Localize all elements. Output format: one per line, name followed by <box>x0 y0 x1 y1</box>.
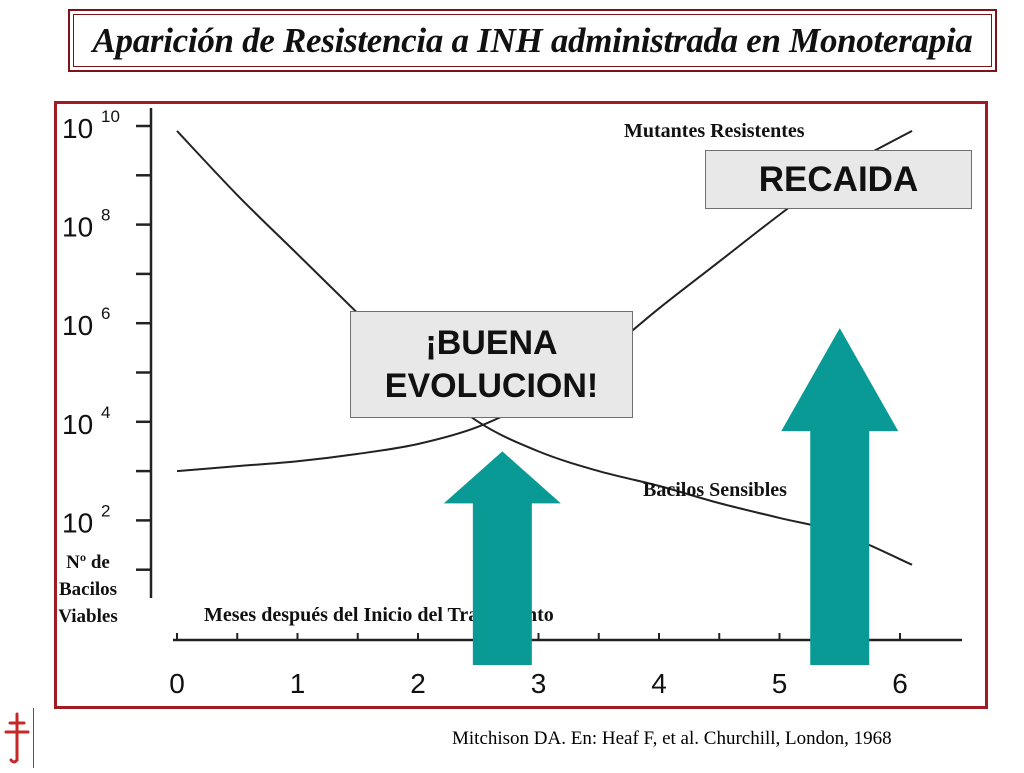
y-tick-label-exp-10: 10 <box>101 107 120 126</box>
y-tick-label-8: 10 <box>62 212 93 243</box>
x-tick-label-1: 1 <box>290 668 306 699</box>
logo-box <box>0 708 34 768</box>
x-tick-label-5: 5 <box>772 668 788 699</box>
buena-evolucion-line1: ¡BUENA <box>425 323 558 362</box>
y-axis-title-line-0: Nº de <box>66 552 110 573</box>
y-tick-label-exp-2: 2 <box>101 501 110 520</box>
buena-evolucion-arrow <box>443 451 561 665</box>
x-tick-label-4: 4 <box>651 668 667 699</box>
x-tick-label-2: 2 <box>410 668 426 699</box>
y-tick-label-6: 10 <box>62 310 93 341</box>
x-tick-label-6: 6 <box>892 668 908 699</box>
y-tick-label-exp-6: 6 <box>101 304 110 323</box>
y-tick-label-4: 10 <box>62 409 93 440</box>
cross-of-lorraine-icon <box>4 712 30 764</box>
citation: Mitchison DA. En: Heaf F, et al. Churchi… <box>452 728 892 749</box>
x-tick-label-0: 0 <box>169 668 185 699</box>
series-label-mutantes-resistentes: Mutantes Resistentes <box>624 120 805 142</box>
recaida-arrow <box>781 328 899 665</box>
series-line-1 <box>176 130 913 566</box>
buena-evolucion-callout: ¡BUENA EVOLUCION! <box>350 311 633 418</box>
y-tick-label-10: 10 <box>62 113 93 144</box>
y-axis-title-line-2: Viables <box>58 606 117 627</box>
y-tick-label-exp-4: 4 <box>101 403 110 422</box>
y-tick-label-2: 10 <box>62 507 93 538</box>
recaida-label: RECAIDA <box>758 159 919 199</box>
title-box-inner: Aparición de Resistencia a INH administr… <box>73 14 992 67</box>
y-axis-title-line-1: Bacilos <box>59 579 117 600</box>
y-tick-label-exp-8: 8 <box>101 206 110 225</box>
title-box: Aparición de Resistencia a INH administr… <box>68 9 997 72</box>
slide-title: Aparición de Resistencia a INH administr… <box>92 20 973 60</box>
recaida-callout: RECAIDA <box>705 150 972 209</box>
buena-evolucion-line2: EVOLUCION! <box>384 366 599 405</box>
x-axis-title: Meses después del Inicio del Tratamiento <box>204 604 554 626</box>
x-tick-label-3: 3 <box>531 668 547 699</box>
series-label-bacilos-sensibles: Bacilos Sensibles <box>643 479 787 501</box>
